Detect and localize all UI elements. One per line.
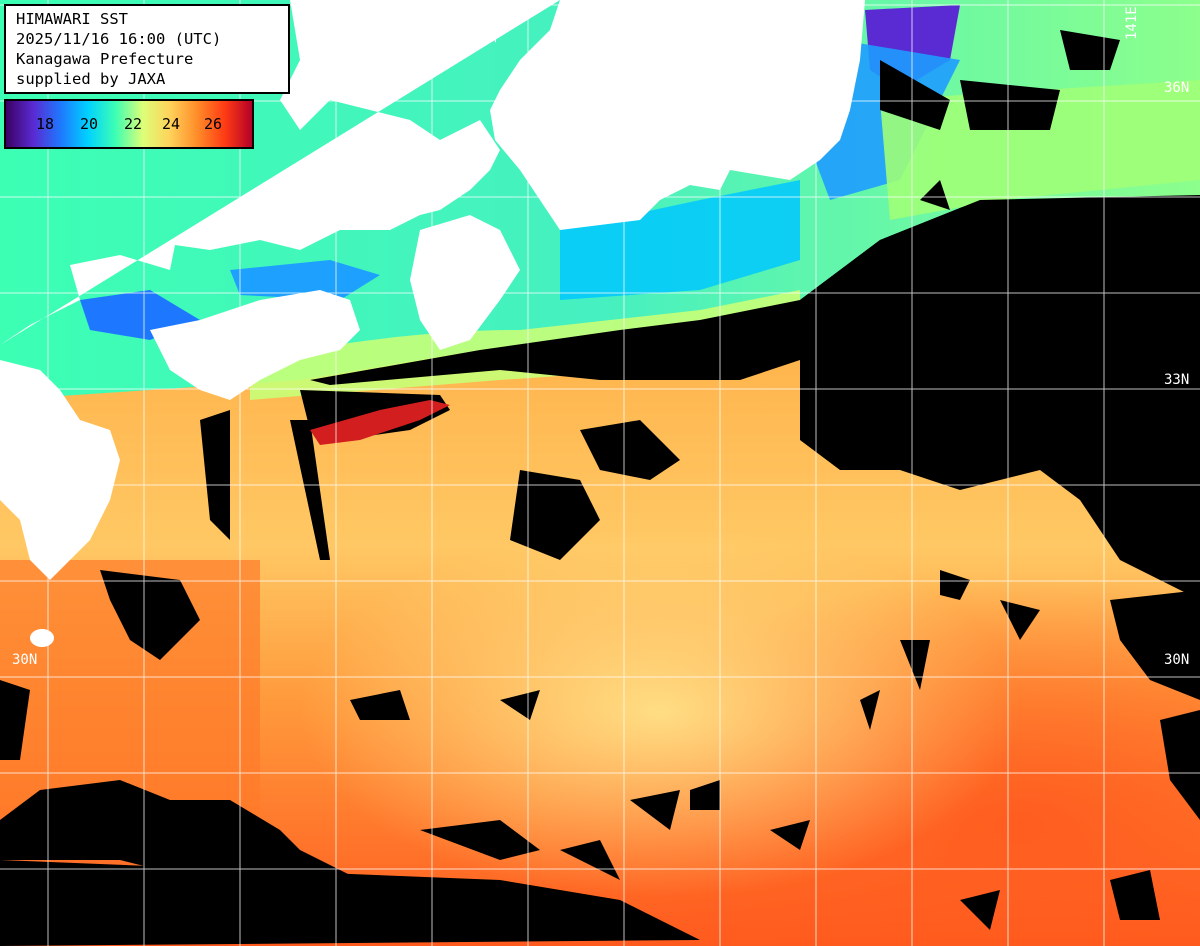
kuroshio-hot-streak — [310, 400, 450, 445]
blue-bay — [230, 260, 380, 300]
kii-peninsula — [410, 215, 520, 350]
lon-label-141e: 141E — [1124, 6, 1140, 40]
timestamp: 2025/11/16 16:00 (UTC) — [16, 30, 222, 48]
colorbar-label-26: 26 — [204, 115, 223, 133]
cloud-cover — [0, 30, 1200, 946]
kyushu-land — [0, 360, 120, 580]
east-green-band — [880, 80, 1200, 220]
provider: Kanagawa Prefecture — [16, 50, 194, 68]
product-title: HIMAWARI SST — [16, 10, 128, 28]
small-island-2 — [8, 374, 24, 386]
cold-blue-patch-2 — [560, 180, 800, 300]
info-box: HIMAWARI SST 2025/11/16 16:00 (UTC) Kana… — [4, 4, 290, 94]
colorbar-label-18: 18 — [36, 115, 55, 133]
lat-label-33-left: 33 — [12, 372, 29, 388]
shikoku-land — [150, 290, 360, 400]
colorbar-label-24: 24 — [162, 115, 181, 133]
lat-label-30n-left: 30N — [12, 652, 38, 668]
temperature-colorbar: 18 20 22 24 26 — [4, 99, 254, 149]
lat-label-30n-right: 30N — [1164, 652, 1190, 668]
data-source: supplied by JAXA — [16, 70, 166, 88]
small-island — [30, 629, 54, 647]
colorbar-label-20: 20 — [80, 115, 99, 133]
lat-label-36n: 36N — [1164, 80, 1190, 96]
colorbar-label-22: 22 — [124, 115, 143, 133]
lon-label-136e: 136E — [484, 10, 500, 44]
lat-label-33n-right: 33N — [1164, 372, 1190, 388]
